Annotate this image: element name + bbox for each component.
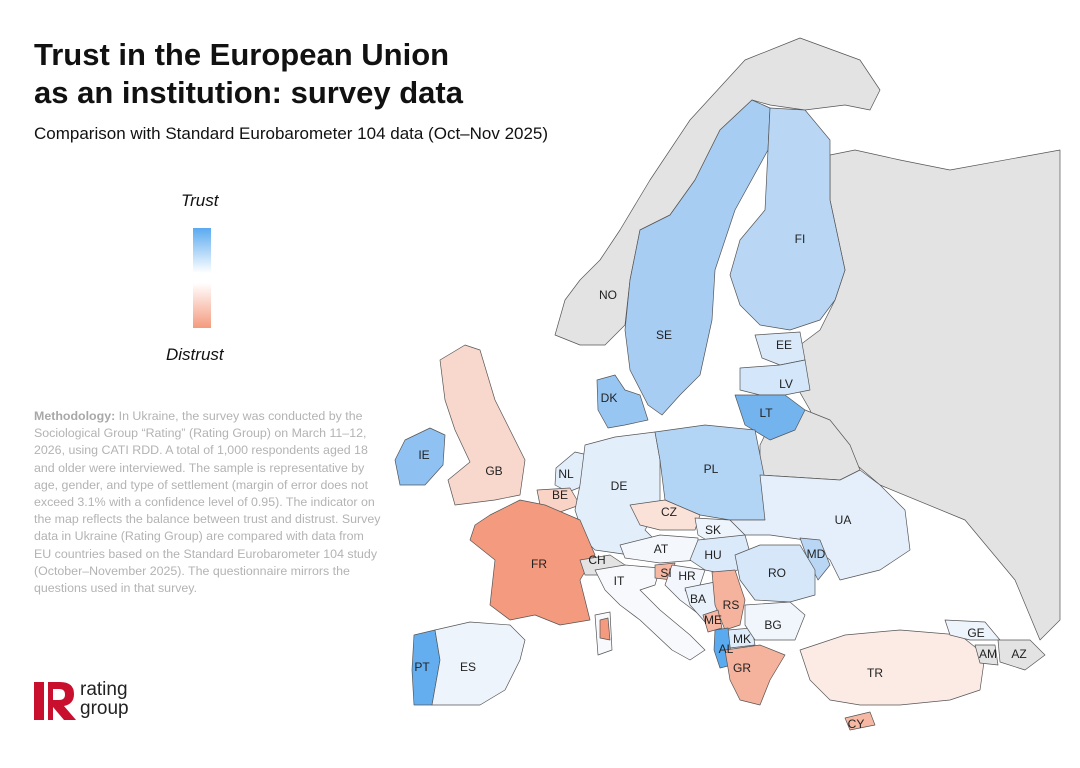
label-great-britain: GB (485, 464, 502, 478)
label-albania: AL (719, 642, 734, 656)
label-ireland: IE (418, 448, 429, 462)
label-turkey: TR (867, 666, 883, 680)
label-netherlands: NL (558, 467, 574, 481)
logo-line-1: rating (80, 679, 128, 700)
label-austria: AT (654, 542, 669, 556)
region-lithuania (734, 394, 806, 441)
region-latvia (739, 359, 811, 396)
label-bulgaria: BG (764, 618, 781, 632)
label-ukraine: UA (835, 513, 852, 527)
region-ireland (394, 427, 446, 486)
region-greece (724, 644, 786, 706)
label-croatia: HR (678, 569, 696, 583)
label-germany: DE (611, 479, 628, 493)
logo-wordmark: rating group (80, 680, 129, 718)
label-moldova: MD (807, 547, 826, 561)
title-line-1: Trust in the European Union (34, 37, 450, 72)
label-italy: IT (614, 574, 625, 588)
rating-logo-icon (34, 682, 76, 720)
region-cyprus (844, 711, 876, 731)
label-norway: NO (599, 288, 617, 302)
region-georgia (944, 619, 1001, 641)
map-subtitle: Comparison with Standard Eurobarometer 1… (34, 124, 549, 143)
region-bulgaria (744, 601, 806, 641)
region-spain (431, 621, 526, 706)
label-belgium: BE (552, 488, 568, 502)
region-turkey (799, 629, 986, 706)
label-serbia: RS (723, 598, 740, 612)
label-romania: RO (768, 566, 786, 580)
legend-color-scale (193, 228, 211, 328)
label-latvia: LV (779, 377, 793, 391)
logo-line-2: group (80, 698, 129, 719)
label-hungary: HU (704, 548, 721, 562)
region-corsica (599, 617, 611, 641)
label-slovenia: SI (660, 566, 671, 580)
label-bosnia: BA (690, 592, 706, 606)
label-slovakia: SK (705, 523, 721, 537)
label-poland: PL (704, 462, 719, 476)
region-ukraine (729, 469, 911, 581)
methodology-note: Methodology: In Ukraine, the survey was … (34, 408, 384, 597)
label-armenia: AM (979, 647, 997, 661)
label-greece: GR (733, 661, 751, 675)
label-cyprus: CY (848, 717, 865, 731)
label-finland: FI (795, 232, 806, 246)
label-france: FR (531, 557, 547, 571)
methodology-label: Methodology: (34, 409, 116, 423)
region-czechia (629, 499, 701, 531)
region-serbia (711, 569, 746, 631)
label-estonia: EE (776, 338, 792, 352)
region-germany (574, 431, 661, 556)
title-line-2: as an institution: survey data (34, 75, 463, 110)
label-lithuania: LT (759, 406, 773, 420)
region-great-britain (439, 344, 526, 506)
label-sweden: SE (656, 328, 672, 342)
region-romania (734, 544, 816, 603)
label-denmark: DK (601, 391, 618, 405)
region-montenegro (702, 609, 723, 633)
label-czechia: CZ (661, 505, 677, 519)
legend-distrust-label: Distrust (166, 345, 224, 364)
region-denmark (596, 374, 649, 429)
label-switzerland: CH (588, 553, 605, 567)
methodology-text: In Ukraine, the survey was conducted by … (34, 409, 381, 596)
label-azerbaijan: AZ (1011, 647, 1026, 661)
label-north-macedonia: MK (733, 632, 751, 646)
label-montenegro: ME (704, 613, 722, 627)
region-armenia (974, 644, 999, 666)
region-azerbaijan (997, 639, 1046, 671)
region-finland (729, 107, 846, 331)
label-spain: ES (460, 660, 476, 674)
label-georgia: GE (967, 626, 984, 640)
label-portugal: PT (414, 660, 430, 674)
legend-trust-label: Trust (181, 191, 219, 210)
region-france (469, 499, 596, 626)
map-title: Trust in the European Union as an instit… (34, 36, 494, 112)
